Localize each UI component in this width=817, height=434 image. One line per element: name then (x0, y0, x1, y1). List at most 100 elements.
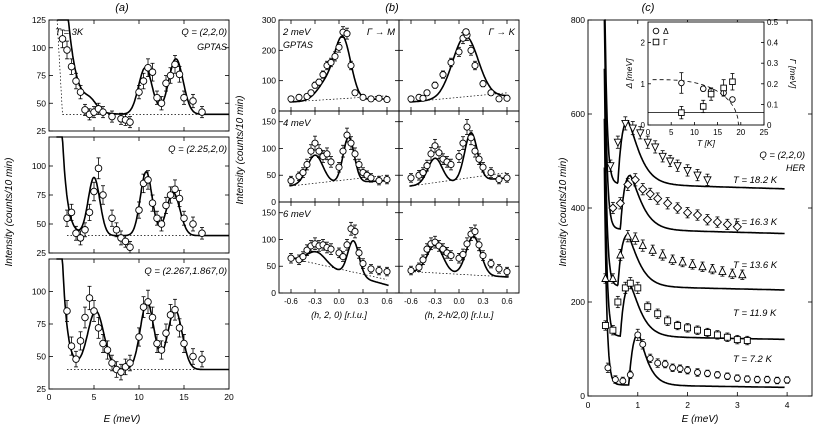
data-point-square (743, 337, 751, 344)
y-tick-label: 800 (571, 15, 585, 25)
temperature-label: T = 13.6 K (733, 260, 778, 271)
energy-label: 4 meV (283, 118, 312, 129)
data-point-circle (81, 313, 89, 322)
data-point-triangle (638, 240, 647, 250)
data-point-circle (335, 163, 343, 171)
y-tick-label: 50 (37, 352, 47, 362)
y-tick-label-right: 0.2 (767, 80, 779, 89)
data-point-circle (67, 62, 76, 71)
data-point-circle (704, 369, 711, 377)
data-point-square (621, 284, 629, 292)
y-tick-label: 100 (32, 287, 46, 297)
y-tick-label: 75 (37, 71, 47, 81)
data-point-circle (327, 245, 335, 253)
data-point-circle (307, 89, 315, 97)
data-point-circle (479, 251, 487, 260)
data-point-diamond (722, 219, 733, 230)
data-point-circle (94, 164, 103, 173)
data-point-circle (419, 169, 427, 177)
x-tick-label: -0.6 (284, 297, 298, 306)
x-tick-label: 10 (690, 128, 699, 137)
x-tick-label: 25 (760, 128, 769, 137)
data-point-circle (189, 220, 197, 228)
data-point-circle (331, 52, 339, 60)
fit-curve-2 (603, 68, 785, 291)
data-point-triangle (708, 264, 717, 273)
data-point-circle (85, 208, 94, 217)
data-point-circle (619, 377, 627, 385)
x-tick-label: 20 (736, 128, 745, 137)
data-point-circle (503, 268, 511, 276)
data-point-circle (447, 160, 455, 169)
data-point-circle (157, 220, 166, 228)
data-point-triangle-down (636, 129, 645, 138)
data-point-circle (694, 369, 701, 376)
background-line (56, 19, 229, 115)
data-point-triangle-down (613, 138, 623, 148)
y-tick-label: 150 (262, 117, 276, 127)
y-tick-label: 0 (271, 106, 276, 116)
x-tick-label: 5 (669, 128, 674, 137)
data-point-circle (72, 77, 80, 85)
spectrometer-label: GPTAS (283, 40, 313, 50)
data-point-circle (347, 139, 355, 147)
data-point-circle (121, 237, 130, 246)
data-point-circle (503, 174, 511, 182)
data-point-circle (684, 366, 692, 374)
data-point-circle (171, 305, 179, 314)
data-point-circle (471, 227, 479, 235)
data-point-square (707, 90, 715, 98)
y-tick-label: 100 (262, 76, 276, 86)
data-point-circle (153, 339, 161, 348)
data-point-circle (307, 147, 315, 155)
x-axis-label: (h, 2, 0) [r.l.u.] (311, 310, 367, 320)
data-point-circle (479, 80, 487, 88)
x-tick-label: 4 (785, 400, 790, 410)
fit-curve-0 (603, 167, 785, 389)
data-point-diamond (615, 198, 625, 208)
data-point-circle (139, 303, 148, 311)
data-point-circle (63, 46, 71, 54)
data-point-circle (198, 108, 206, 116)
data-point-triangle (698, 261, 707, 271)
data-point-circle (135, 206, 143, 214)
data-point-circle (76, 337, 85, 345)
y-tick-label: 100 (32, 43, 46, 53)
data-point-circle (351, 150, 359, 158)
data-point-circle (81, 226, 89, 234)
data-point-circle (90, 187, 98, 196)
data-point-circle (126, 243, 134, 251)
data-point-circle (108, 214, 116, 222)
data-point-circle (103, 346, 112, 354)
data-point-circle (323, 150, 331, 158)
y-tick-label: 100 (262, 143, 276, 153)
data-point-circle (343, 131, 351, 139)
data-point-circle (383, 268, 391, 276)
data-point-triangle-down (628, 124, 638, 134)
data-point-circle (287, 254, 295, 262)
data-point-circle (375, 94, 383, 102)
data-point-circle (295, 93, 303, 101)
data-point-triangle-down (643, 138, 652, 148)
data-point-circle (407, 266, 415, 275)
data-point-circle (148, 313, 157, 322)
q-label: Q = (2,2,0) (181, 27, 227, 38)
y-axis-label-left: Δ [meV] (624, 58, 634, 90)
data-point-circle (471, 147, 479, 155)
data-point-circle (198, 229, 206, 238)
data-point-square (704, 329, 711, 336)
legend-label-gamma: Γ (663, 37, 668, 47)
y-tick-label: 200 (262, 45, 276, 55)
data-point-circle (153, 214, 161, 222)
x-tick-label: 0.0 (333, 297, 345, 306)
y-tick-label: 25 (37, 248, 47, 258)
data-point-circle (171, 185, 179, 193)
data-point-square (601, 322, 609, 329)
data-point-circle (639, 340, 647, 348)
fit-curve (409, 235, 509, 278)
data-point-circle (144, 176, 152, 184)
y-tick-label-right: 0.4 (767, 39, 779, 48)
data-point-diamond (638, 184, 648, 194)
data-point-diamond (702, 215, 713, 225)
